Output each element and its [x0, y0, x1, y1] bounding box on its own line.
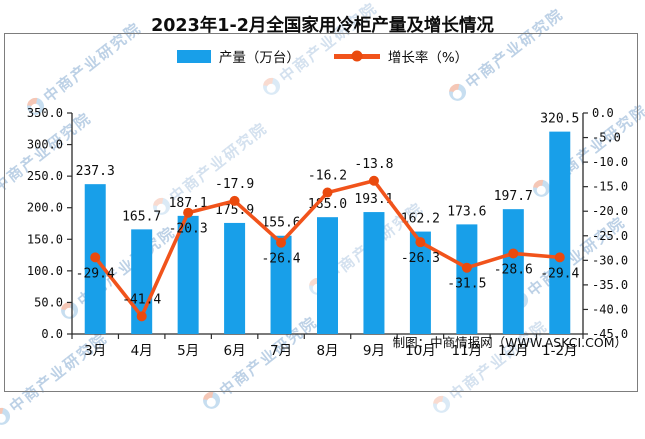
right-axis-tick-label: -45.0: [592, 327, 628, 341]
bar: [270, 235, 292, 334]
left-axis-tick-label: 300.0: [27, 138, 63, 152]
bar: [177, 215, 199, 334]
right-axis-tick-label: -5.0: [592, 131, 621, 145]
right-axis-tick-label: -10.0: [592, 155, 628, 169]
line-marker: [90, 252, 101, 263]
x-axis-category-label: 5月: [177, 343, 199, 359]
bar: [224, 222, 246, 334]
line-marker: [554, 252, 565, 263]
line-value-label: -31.5: [447, 277, 486, 292]
bar: [456, 224, 478, 334]
right-axis-tick-label: -40.0: [592, 302, 628, 316]
bar-value-label: 173.6: [447, 204, 486, 219]
x-axis-category-label: 10月: [405, 343, 436, 359]
left-axis-tick-label: 150.0: [27, 232, 63, 246]
x-axis-category-label: 3月: [84, 343, 106, 359]
legend-label-growth: 增长率（%）: [387, 50, 469, 66]
right-axis-tick-label: 0.0: [592, 106, 614, 120]
bar: [549, 131, 571, 334]
left-axis-tick-label: 250.0: [27, 169, 63, 183]
line-marker: [368, 175, 379, 186]
legend-label-production: 产量（万台）: [218, 50, 300, 66]
line-marker: [276, 237, 287, 248]
line-value-label: -41.4: [122, 292, 161, 307]
legend-item-growth: 增长率（%）: [333, 46, 469, 66]
line-value-label: -29.4: [76, 266, 115, 281]
line-value-label: -17.9: [215, 177, 254, 192]
left-axis-tick-label: 350.0: [27, 106, 63, 120]
line-value-label: -28.6: [494, 262, 533, 277]
bar-value-label: 165.7: [122, 209, 161, 224]
x-axis-category-label: 9月: [363, 343, 385, 359]
line-value-label: -13.8: [354, 157, 393, 172]
line-swatch-icon: [333, 50, 380, 62]
line-marker: [183, 207, 194, 218]
line-value-label: -26.3: [401, 251, 440, 266]
bar-value-label: 162.2: [401, 212, 440, 227]
line-value-label: -29.4: [540, 266, 579, 281]
line-marker: [461, 262, 472, 273]
legend-item-production: 产量（万台）: [176, 46, 300, 66]
right-axis-tick-label: -35.0: [592, 278, 628, 292]
bar-value-label: 320.5: [540, 112, 579, 127]
chart-frame: [4, 33, 638, 392]
bar-swatch-icon: [176, 49, 211, 63]
bar-value-label: 187.1: [169, 196, 208, 211]
line-marker: [415, 237, 426, 248]
line-marker: [322, 187, 333, 198]
x-axis-category-label: 7月: [270, 343, 292, 359]
line-marker: [136, 311, 147, 322]
line-value-label: -16.2: [308, 169, 347, 184]
x-axis-category-label: 8月: [316, 343, 338, 359]
bar: [317, 217, 338, 334]
x-axis-category-label: 1-2月: [542, 343, 578, 359]
left-axis-tick-label: 50.0: [34, 295, 63, 309]
bar-value-label: 155.6: [261, 216, 300, 231]
bar: [363, 212, 385, 334]
bar-value-label: 237.3: [76, 164, 115, 179]
line-marker: [508, 248, 519, 259]
right-axis-tick-label: -30.0: [592, 253, 628, 267]
right-axis-tick-label: -15.0: [592, 180, 628, 194]
line-value-label: -26.4: [261, 252, 300, 267]
x-axis-category-label: 11月: [452, 343, 483, 359]
left-axis-tick-label: 100.0: [27, 264, 63, 278]
right-axis-tick-label: -25.0: [592, 229, 628, 243]
x-axis-category-label: 12月: [498, 343, 529, 359]
bar-value-label: 175.9: [215, 203, 254, 218]
chart-title: 2023年1-2月全国家用冷柜产量及增长情况: [151, 16, 494, 36]
bar: [409, 231, 431, 334]
footer-credit: 制图：中商情报网（WWW.ASKCI.COM）: [392, 335, 627, 350]
chart-legend: 产量（万台） 增长率（%）: [0, 46, 645, 66]
left-axis-tick-label: 0.0: [41, 327, 63, 341]
line-marker: [229, 195, 240, 206]
left-axis-tick-label: 200.0: [27, 201, 63, 215]
bar-value-label: 197.7: [494, 189, 533, 204]
right-axis-tick-label: -20.0: [592, 204, 628, 218]
x-axis-category-label: 6月: [224, 343, 246, 359]
x-axis-category-label: 4月: [131, 343, 153, 359]
line-value-label: -20.3: [169, 222, 208, 237]
